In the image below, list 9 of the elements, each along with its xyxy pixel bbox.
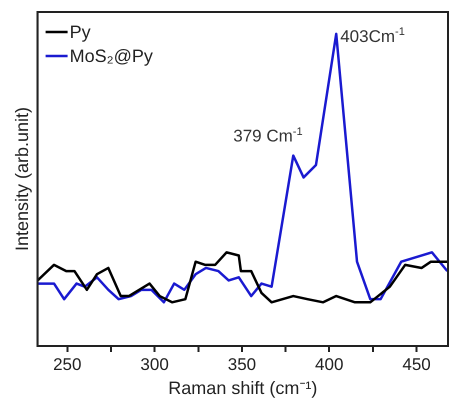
x-tick-label: 350 [228, 354, 256, 374]
legend-label: MoS₂@Py [70, 46, 153, 66]
x-tick-label: 400 [315, 354, 344, 374]
x-tick-label: 300 [140, 354, 169, 374]
x-tick-label: 450 [402, 354, 431, 374]
x-tick-label: 250 [53, 354, 82, 374]
y-axis-title: Intensity (arb.unit) [12, 106, 32, 252]
legend-label: Py [70, 22, 91, 42]
x-axis-title: Raman shift (cm⁻¹) [168, 378, 318, 398]
